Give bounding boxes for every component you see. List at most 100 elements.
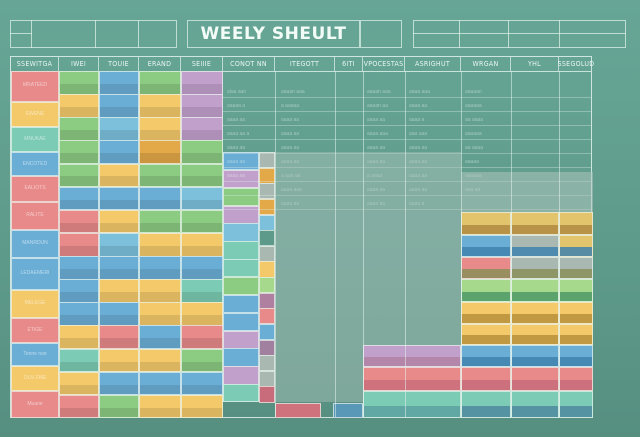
schedule-cell[interactable] — [59, 232, 99, 257]
cell-text[interactable]: aa aaaa — [465, 117, 484, 123]
schedule-cell[interactable] — [59, 371, 99, 396]
cell-text[interactable]: aaaa aa — [227, 117, 246, 123]
cell-text[interactable]: aaaa a — [409, 201, 425, 207]
schedule-cell[interactable] — [139, 371, 181, 396]
schedule-cell[interactable] — [559, 212, 593, 235]
cell-text[interactable]: aaaan aaa — [281, 89, 305, 95]
schedule-cell[interactable] — [99, 325, 139, 350]
schedule-cell[interactable] — [181, 232, 223, 257]
schedule-cell[interactable] — [59, 209, 99, 234]
schedule-cell[interactable] — [139, 94, 181, 118]
schedule-cell[interactable] — [461, 235, 511, 257]
schedule-cell[interactable] — [139, 209, 181, 234]
cell-text[interactable]: aaaaaa — [465, 103, 482, 109]
schedule-cell[interactable] — [259, 386, 275, 403]
schedule-cell[interactable] — [59, 140, 99, 165]
cell-text[interactable]: aaaa aa — [227, 145, 246, 151]
schedule-cell[interactable] — [259, 292, 275, 309]
schedule-cell[interactable] — [223, 294, 259, 314]
schedule-cell[interactable] — [99, 302, 139, 326]
schedule-cell[interactable] — [559, 279, 593, 302]
schedule-cell[interactable] — [181, 117, 223, 141]
schedule-cell[interactable] — [259, 261, 275, 278]
schedule-cell[interactable] — [181, 302, 223, 326]
schedule-cell[interactable] — [559, 391, 593, 418]
cell-text[interactable]: aaaa aa — [367, 159, 386, 165]
schedule-cell[interactable] — [139, 140, 181, 165]
schedule-cell[interactable] — [259, 308, 275, 325]
schedule-cell[interactable] — [99, 371, 139, 396]
column-header[interactable]: SEIIIE — [181, 57, 223, 71]
schedule-cell[interactable] — [511, 302, 559, 324]
schedule-cell[interactable] — [99, 279, 139, 303]
schedule-cell[interactable] — [259, 183, 275, 200]
schedule-cell[interactable] — [259, 230, 275, 247]
column-header[interactable]: IWEI — [59, 57, 99, 71]
schedule-cell[interactable] — [259, 370, 275, 387]
schedule-cell[interactable] — [59, 186, 99, 211]
schedule-cell[interactable]: EALIOTS — [11, 176, 59, 202]
cell-text[interactable]: aaaan aaa — [367, 89, 391, 95]
schedule-cell[interactable] — [559, 324, 593, 345]
schedule-cell[interactable]: MRATEED — [11, 71, 59, 102]
schedule-cell[interactable]: LEDAEMERI — [11, 258, 59, 290]
cell-text[interactable]: aaaa aa — [227, 159, 246, 165]
cell-text[interactable]: aa aaaa — [465, 145, 484, 151]
schedule-cell[interactable] — [223, 241, 259, 260]
schedule-cell[interactable]: EWENE — [11, 102, 59, 127]
cell-text[interactable]: aaaa aa — [281, 159, 300, 165]
schedule-cell[interactable] — [511, 279, 559, 302]
schedule-cell[interactable] — [139, 71, 181, 95]
schedule-cell[interactable] — [333, 403, 363, 418]
schedule-cell[interactable] — [59, 302, 99, 326]
schedule-cell[interactable] — [139, 163, 181, 188]
schedule-cell[interactable] — [139, 117, 181, 141]
schedule-cell[interactable]: ETIGE — [11, 318, 59, 343]
schedule-cell[interactable] — [223, 348, 259, 367]
schedule-cell[interactable] — [59, 163, 99, 188]
column-header[interactable]: ERAND — [139, 57, 181, 71]
schedule-cell[interactable] — [139, 256, 181, 280]
schedule-cell[interactable] — [461, 324, 511, 345]
schedule-cell[interactable] — [511, 345, 559, 367]
cell-text[interactable]: aaaa aaa — [367, 131, 388, 137]
schedule-cell[interactable] — [259, 198, 275, 215]
schedule-cell[interactable] — [99, 163, 139, 188]
column-header[interactable]: 6ITI — [335, 57, 363, 71]
schedule-cell[interactable] — [181, 279, 223, 303]
schedule-cell[interactable] — [59, 394, 99, 419]
cell-text[interactable]: aaaa aa a — [227, 131, 250, 137]
schedule-cell[interactable] — [559, 345, 593, 367]
column-header[interactable]: ITEGOTT — [275, 57, 335, 71]
schedule-cell[interactable] — [99, 232, 139, 257]
schedule-cell[interactable] — [181, 186, 223, 211]
schedule-cell[interactable] — [139, 232, 181, 257]
schedule-cell[interactable] — [259, 214, 275, 231]
schedule-cell[interactable] — [99, 186, 139, 211]
schedule-cell[interactable] — [559, 257, 593, 279]
schedule-cell[interactable] — [363, 345, 461, 367]
cell-text[interactable]: aaaaa a — [227, 103, 246, 109]
cell-text[interactable]: aaaa aa — [409, 145, 428, 151]
schedule-cell[interactable]: MANRDUN — [11, 230, 59, 258]
schedule-cell[interactable] — [363, 367, 461, 391]
column-header[interactable]: YHL — [511, 57, 559, 71]
schedule-cell[interactable] — [259, 323, 275, 340]
cell-text[interactable]: aaaa aa — [281, 131, 300, 137]
cell-text[interactable]: aaaaan — [465, 89, 482, 95]
schedule-cell[interactable] — [59, 256, 99, 280]
cell-text[interactable]: aaaa aaa — [409, 89, 430, 95]
cell-text[interactable]: a aaaaa — [281, 103, 300, 109]
schedule-cell[interactable] — [181, 256, 223, 280]
schedule-cell[interactable] — [223, 152, 259, 171]
schedule-cell[interactable]: MNUKAE — [11, 127, 59, 152]
cell-text[interactable]: aaaa aa — [281, 117, 300, 123]
cell-text[interactable]: aaaa aa — [367, 145, 386, 151]
cell-text[interactable]: aaaa aa — [367, 117, 386, 123]
schedule-cell[interactable] — [461, 345, 511, 367]
column-header[interactable]: WRGAN — [461, 57, 511, 71]
schedule-cell[interactable] — [223, 330, 259, 349]
schedule-cell[interactable] — [223, 384, 259, 403]
schedule-cell[interactable] — [223, 366, 259, 385]
schedule-cell[interactable] — [223, 259, 259, 278]
